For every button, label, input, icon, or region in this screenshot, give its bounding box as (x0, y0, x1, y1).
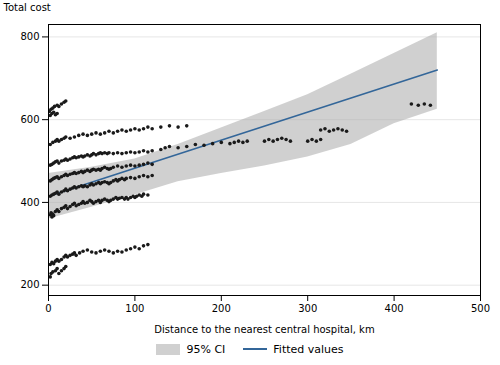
svg-text:Total cost: Total cost (3, 2, 51, 13)
svg-text:400: 400 (385, 303, 404, 314)
html-text:95% CI: 95% CI (186, 342, 226, 356)
svg-text:0: 0 (45, 303, 51, 314)
svg-text:200: 200 (212, 303, 231, 314)
html-text:Fitted values: Fitted values (273, 342, 344, 356)
svg-text:Distance to the nearest centra: Distance to the nearest central hospital… (154, 324, 374, 335)
svg-text:400: 400 (20, 197, 39, 208)
svg-text:300: 300 (298, 303, 317, 314)
svg-text:600: 600 (20, 114, 39, 125)
svg-text:100: 100 (125, 303, 144, 314)
svg-text:500: 500 (471, 303, 490, 314)
svg-text:200: 200 (20, 279, 39, 290)
svg-text:800: 800 (20, 31, 39, 42)
